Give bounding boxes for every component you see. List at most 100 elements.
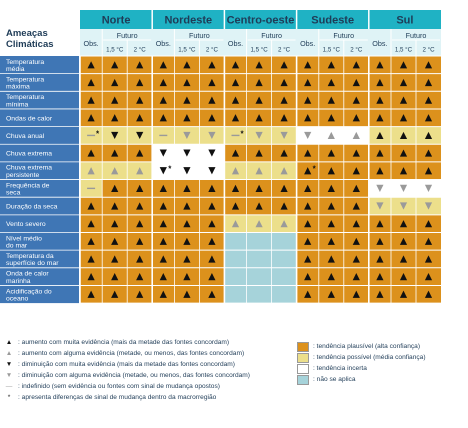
increase-strong-mark bbox=[255, 149, 263, 157]
legend-down-some: ▼: diminuição com alguma evidência (meta… bbox=[4, 370, 250, 381]
triangle-up-light-icon: ▲ bbox=[5, 350, 13, 357]
increase-strong-mark bbox=[327, 273, 335, 281]
increase-strong-mark bbox=[87, 149, 95, 157]
increase-strong-mark bbox=[424, 114, 433, 122]
increase-strong-mark bbox=[136, 237, 144, 245]
increase-strong-mark bbox=[399, 149, 408, 157]
increase-strong-mark bbox=[231, 149, 240, 157]
increase-strong-mark bbox=[304, 273, 312, 281]
corner-title-line2: Climáticas bbox=[6, 39, 54, 50]
increase-strong-mark bbox=[424, 167, 433, 175]
increase-strong-mark bbox=[136, 114, 144, 122]
threat-label-11-line2: do mar bbox=[6, 243, 28, 250]
scenario-2-header: 2 °C bbox=[422, 47, 435, 54]
obs-header: Obs. bbox=[300, 39, 315, 48]
cell-bg bbox=[271, 232, 297, 251]
increase-some-mark bbox=[87, 167, 95, 175]
divergence-mark: * bbox=[168, 165, 172, 174]
increase-strong-mark bbox=[399, 255, 408, 263]
scenario-1-5-header: 1,5 °C bbox=[250, 47, 268, 54]
increase-strong-mark bbox=[255, 202, 263, 210]
threat-label-14-line1: Acidificação do bbox=[6, 288, 52, 295]
subheader-band bbox=[80, 29, 441, 56]
cell-bg bbox=[224, 267, 247, 286]
increase-strong-mark bbox=[352, 78, 360, 87]
increase-strong-mark bbox=[399, 167, 408, 175]
decrease-strong-mark bbox=[183, 167, 191, 175]
increase-strong-mark bbox=[376, 290, 384, 298]
threat-label-5: Chuva anual bbox=[6, 133, 45, 140]
increase-strong-mark bbox=[159, 220, 167, 228]
increase-strong-mark bbox=[304, 220, 312, 228]
increase-strong-mark bbox=[159, 202, 167, 210]
region-1-label: Norte bbox=[102, 15, 131, 27]
decrease-some-mark bbox=[255, 131, 263, 140]
increase-strong-mark bbox=[208, 290, 216, 298]
scenario-1-5-header: 1,5 °C bbox=[106, 47, 124, 54]
increase-strong-mark bbox=[111, 78, 119, 87]
increase-some-mark bbox=[280, 220, 288, 228]
increase-strong-mark bbox=[183, 114, 191, 122]
increase-strong-mark bbox=[159, 273, 167, 281]
threat-label-7-line1: Chuva extrema bbox=[6, 165, 52, 172]
increase-strong-mark bbox=[87, 220, 95, 228]
decrease-some-mark bbox=[376, 202, 384, 210]
increase-strong-mark bbox=[208, 78, 216, 87]
legend-not-applicable-label: : não se aplica bbox=[313, 376, 356, 383]
legend-uncertain-label: : tendência incerta bbox=[313, 365, 367, 372]
threat-label-6: Chuva extrema bbox=[6, 151, 52, 158]
cell-bg bbox=[224, 250, 247, 268]
increase-some-mark bbox=[255, 220, 263, 228]
increase-strong-mark bbox=[399, 220, 408, 228]
increase-strong-mark bbox=[280, 96, 288, 104]
increase-strong-mark bbox=[327, 290, 335, 298]
obs-header: Obs. bbox=[372, 39, 387, 48]
cell-bg bbox=[271, 267, 297, 286]
increase-strong-mark bbox=[183, 78, 191, 87]
legend-divergence-label: : apresenta diferenças de sinal de mudan… bbox=[18, 394, 217, 401]
increase-strong-mark bbox=[304, 149, 312, 157]
increase-strong-mark bbox=[376, 220, 384, 228]
legend-not-applicable: : não se aplica bbox=[297, 374, 426, 385]
scenario-1-5-header: 1,5 °C bbox=[178, 47, 196, 54]
increase-strong-mark bbox=[208, 255, 216, 263]
increase-strong-mark bbox=[424, 220, 433, 228]
increase-strong-mark bbox=[304, 184, 312, 192]
legend-up-strong: ▲: aumento com muita evidência (mais da … bbox=[4, 337, 250, 348]
increase-strong-mark bbox=[399, 114, 408, 122]
increase-strong-mark bbox=[111, 184, 119, 192]
increase-strong-mark bbox=[327, 220, 335, 228]
cell-bg bbox=[271, 250, 297, 268]
increase-strong-mark bbox=[208, 220, 216, 228]
legend-divergence: *: apresenta diferenças de sinal de muda… bbox=[4, 392, 250, 403]
increase-strong-mark bbox=[136, 78, 144, 87]
threat-label-3-line1: Temperatura bbox=[6, 94, 44, 101]
decrease-some-mark bbox=[399, 184, 408, 192]
increase-strong-mark bbox=[327, 149, 335, 157]
increase-strong-mark bbox=[399, 96, 408, 104]
legend-down-some-label: : diminuição com alguma evidência (metad… bbox=[18, 372, 250, 379]
increase-strong-mark bbox=[280, 114, 288, 122]
increase-strong-mark bbox=[304, 290, 312, 298]
increase-strong-mark bbox=[159, 237, 167, 245]
increase-strong-mark bbox=[399, 61, 408, 69]
increase-strong-mark bbox=[424, 96, 433, 104]
increase-strong-mark bbox=[327, 96, 335, 104]
scenario-2-header: 2 °C bbox=[134, 47, 147, 54]
threat-label-12-line1: Temperatura da bbox=[6, 253, 54, 260]
decrease-some-mark bbox=[424, 184, 433, 192]
increase-strong-mark bbox=[376, 255, 384, 263]
threat-label-3-line2: mínima bbox=[6, 101, 29, 108]
decrease-some-mark bbox=[376, 184, 384, 192]
increase-strong-mark bbox=[376, 61, 384, 69]
increase-strong-mark bbox=[352, 114, 360, 122]
cell-bg bbox=[246, 232, 272, 251]
increase-strong-mark bbox=[136, 273, 144, 281]
increase-strong-mark bbox=[87, 202, 95, 210]
cell-bg bbox=[224, 285, 247, 304]
region-3-label: Centro-oeste bbox=[227, 15, 295, 27]
increase-strong-mark bbox=[136, 184, 144, 192]
region-5-label: Sul bbox=[396, 15, 413, 27]
increase-strong-mark bbox=[87, 61, 95, 69]
